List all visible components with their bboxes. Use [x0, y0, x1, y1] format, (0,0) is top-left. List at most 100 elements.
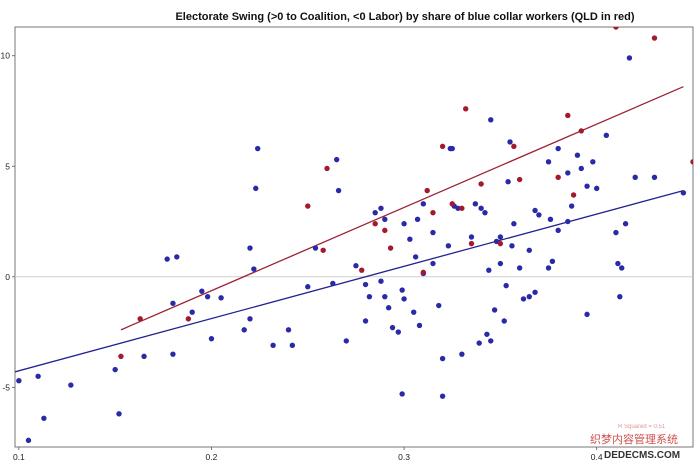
- data-point-other: [555, 227, 561, 234]
- data-point-other: [395, 329, 402, 335]
- data-point-other: [116, 411, 122, 417]
- data-point-other: [251, 266, 257, 272]
- data-point-qld: [372, 221, 378, 227]
- x-tick-label: 0.3: [398, 452, 410, 462]
- data-point-other: [484, 331, 490, 337]
- data-point-qld: [478, 181, 484, 187]
- data-point-other: [526, 247, 532, 253]
- data-point-other: [68, 382, 74, 388]
- data-point-other: [141, 353, 147, 360]
- data-point-other: [555, 145, 561, 152]
- data-point-other: [285, 327, 292, 333]
- data-point-other: [619, 265, 625, 271]
- data-point-other: [420, 201, 427, 207]
- data-point-other: [622, 221, 629, 227]
- chart-title: Electorate Swing (>0 to Coalition, <0 La…: [175, 11, 634, 23]
- data-point-qld: [613, 27, 619, 30]
- data-point-other: [482, 209, 488, 216]
- data-point-other: [362, 281, 369, 288]
- data-point-other: [545, 265, 552, 271]
- data-point-other: [520, 296, 527, 302]
- data-point-other: [584, 183, 590, 189]
- data-point-other: [247, 316, 253, 322]
- data-point-other: [503, 282, 509, 289]
- watermark-url: DEDECMS.COM: [604, 450, 680, 461]
- data-point-other: [445, 243, 452, 249]
- data-point-other: [590, 159, 596, 165]
- data-point-qld: [449, 201, 455, 207]
- data-point-other: [505, 179, 511, 185]
- data-point-other: [632, 174, 638, 181]
- data-point-other: [536, 212, 542, 218]
- data-point-other: [335, 187, 342, 194]
- data-point-other: [488, 117, 494, 123]
- data-point-other: [204, 293, 211, 300]
- data-point-other: [436, 302, 442, 309]
- y-tick-label: -5: [2, 382, 10, 392]
- data-point-other: [545, 159, 552, 165]
- data-point-qld: [511, 143, 517, 150]
- data-point-other: [312, 245, 319, 251]
- data-point-other: [491, 307, 498, 313]
- data-point-qld: [690, 159, 693, 165]
- data-point-other: [362, 318, 369, 324]
- data-point-other: [511, 221, 517, 227]
- data-point-other: [488, 338, 494, 344]
- data-point-other: [468, 234, 475, 240]
- x-tick-label: 0.2: [206, 452, 218, 462]
- data-point-other: [382, 216, 388, 223]
- data-point-qld: [565, 112, 571, 119]
- data-point-other: [615, 260, 621, 267]
- data-point-other: [16, 377, 22, 384]
- data-point-other: [170, 351, 176, 357]
- data-point-qld: [497, 240, 504, 247]
- data-point-other: [565, 170, 571, 176]
- data-point-other: [430, 260, 436, 267]
- data-point-other: [270, 342, 276, 349]
- data-point-other: [414, 216, 421, 223]
- data-point-other: [170, 300, 176, 307]
- data-point-qld: [459, 205, 465, 211]
- data-point-qld: [382, 227, 388, 234]
- data-point-other: [626, 55, 633, 61]
- watermark: R Squared = 0.51 织梦内容管理系统 DEDECMS.COM: [590, 424, 680, 461]
- data-point-other: [509, 243, 515, 249]
- data-point-other: [472, 201, 479, 207]
- data-point-other: [617, 293, 623, 300]
- y-tick-label: 5: [5, 161, 10, 171]
- data-point-qld: [359, 267, 365, 273]
- data-point-qld: [578, 128, 584, 134]
- data-point-other: [578, 165, 584, 172]
- x-tick-label: 0.1: [13, 452, 25, 462]
- data-point-other: [253, 185, 259, 192]
- data-point-other: [416, 322, 423, 329]
- plot-frame: [14, 26, 694, 448]
- data-point-other: [218, 295, 224, 301]
- data-point-other: [401, 221, 407, 227]
- data-point-qld: [387, 245, 394, 251]
- data-point-qld: [463, 106, 469, 112]
- data-point-other: [603, 132, 610, 139]
- data-point-other: [333, 156, 340, 163]
- data-point-other: [476, 340, 482, 346]
- data-point-other: [241, 327, 247, 333]
- data-point-other: [486, 267, 492, 273]
- data-point-qld: [555, 174, 561, 181]
- data-point-other: [289, 342, 296, 349]
- data-point-other: [330, 280, 336, 287]
- data-point-other: [382, 293, 388, 300]
- data-point-other: [449, 145, 455, 152]
- data-point-other: [593, 185, 600, 192]
- data-point-other: [459, 351, 465, 357]
- data-point-other: [199, 288, 205, 294]
- data-point-qld: [468, 240, 475, 247]
- data-point-other: [478, 205, 484, 211]
- data-point-other: [35, 373, 41, 379]
- fit-line-other: [15, 189, 684, 373]
- plot-area: 0.1 0.2 0.3 0.4 -5 0 5 10: [1, 26, 694, 462]
- data-point-other: [526, 293, 532, 300]
- data-point-other: [547, 216, 554, 223]
